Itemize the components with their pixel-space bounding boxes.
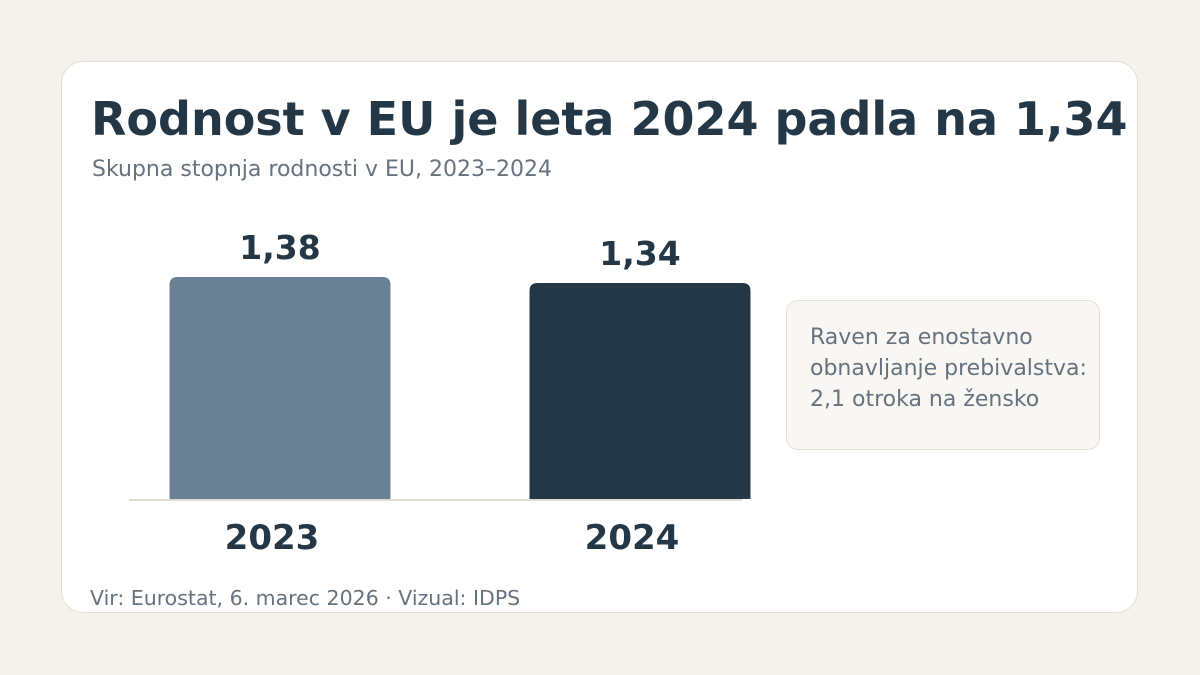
- value-label-2023: 1,38: [239, 228, 320, 267]
- note-line-2: obnavljanje prebivalstva:: [810, 356, 1087, 381]
- chart-subtitle: Skupna stopnja rodnosti v EU, 2023–2024: [92, 157, 552, 182]
- source-credit: Vir: Eurostat, 6. marec 2026 · Vizual: I…: [90, 586, 521, 610]
- note-line-1: Raven za enostavno: [810, 325, 1033, 350]
- category-label-2024: 2024: [585, 518, 680, 558]
- replacement-level-note: Raven za enostavno obnavljanje prebivals…: [786, 300, 1100, 450]
- category-label-2023: 2023: [225, 518, 320, 558]
- value-label-2024: 1,34: [599, 234, 680, 273]
- bar-2023: [169, 277, 391, 499]
- note-line-3: 2,1 otroka na žensko: [810, 387, 1040, 412]
- bar-2024: [529, 283, 751, 499]
- chart-title: Rodnost v EU je leta 2024 padla na 1,34: [91, 92, 1128, 146]
